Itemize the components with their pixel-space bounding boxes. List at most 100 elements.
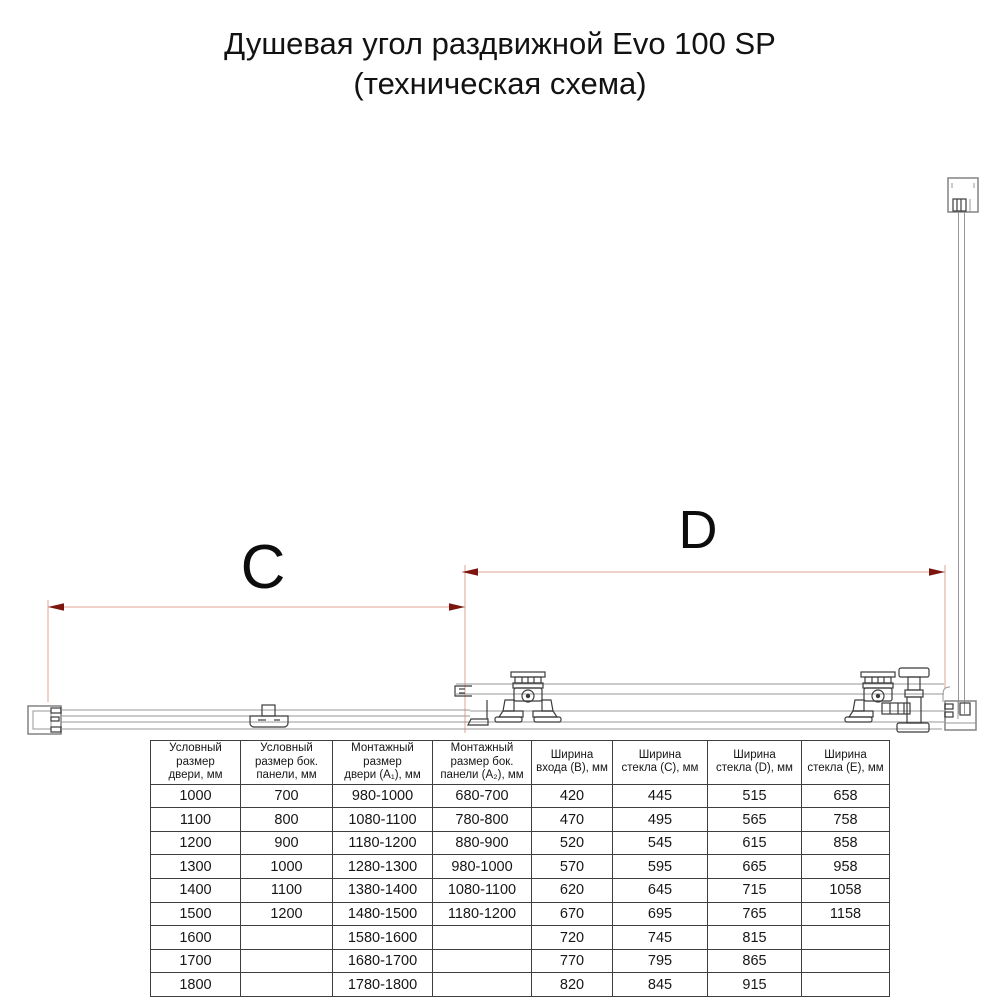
table-cell: 665	[707, 854, 802, 880]
dim-d-arrow-left	[462, 568, 478, 576]
table-cell: 1500	[150, 901, 241, 927]
table-cell: 1080-1100	[332, 807, 433, 832]
table-row: 1200 900 1180-1200 880-900 520 545 615 858	[150, 830, 890, 856]
table-cell: 1300	[150, 854, 241, 880]
table-cell: 745	[612, 925, 708, 950]
table-cell: 715	[707, 878, 802, 903]
table-body: 1000 700 980-1000 680-700 420 445 515 658 1100 80…	[150, 783, 890, 998]
table-cell: 545	[612, 830, 708, 856]
table-row: 1400 1100 1380-1400 1080-1100 620 645 715 1058	[150, 878, 890, 903]
table-cell: 980-1000	[332, 783, 433, 809]
column-header: Ширина стекла (C), мм	[612, 740, 708, 785]
table-cell	[432, 972, 532, 998]
column-header: Ширина стекла (D), мм	[707, 740, 802, 785]
column-header: Ширина стекла (E), мм	[801, 740, 890, 785]
table-cell: 980-1000	[432, 854, 532, 880]
door-track	[456, 683, 944, 695]
dim-d-arrow-right	[929, 568, 945, 576]
dimension-label-c: C	[240, 533, 286, 602]
column-header: Монтажный размер двери (А₁), мм	[332, 740, 433, 785]
table-cell: 1158	[801, 901, 890, 927]
table-cell: 495	[612, 807, 708, 832]
dim-c-arrow-left	[48, 603, 64, 611]
top-wall-profile	[947, 177, 979, 213]
table-cell: 700	[240, 783, 333, 809]
table-cell	[801, 972, 890, 998]
adjustable-support	[881, 667, 930, 733]
table-cell: 615	[707, 830, 802, 856]
left-wall-profile	[27, 705, 62, 735]
table-cell: 695	[612, 901, 708, 927]
table-cell: 1480-1500	[332, 901, 433, 927]
table-cell: 1580-1600	[332, 925, 433, 950]
panel-end-bracket	[467, 700, 489, 726]
table-cell: 680-700	[432, 783, 532, 809]
table-cell: 1600	[150, 925, 241, 950]
table-cell: 1700	[150, 948, 241, 974]
table-row: 1700 1680-1700 770 795 865	[150, 948, 890, 974]
table-cell	[240, 948, 333, 974]
table-cell: 645	[612, 878, 708, 903]
table-cell: 915	[707, 972, 802, 998]
column-header: Ширина входа (B), мм	[531, 740, 613, 785]
column-header: Условный размер двери, мм	[150, 740, 241, 785]
table-cell: 1100	[240, 878, 333, 903]
track-end-cap	[454, 685, 472, 697]
table-cell: 1058	[801, 878, 890, 903]
page-title-line2: (техническая схема)	[353, 66, 647, 101]
table-cell	[801, 925, 890, 950]
dimensions-table: Условный размер двери, мм Условный размер бо…	[150, 740, 890, 998]
vertical-glass-panel	[958, 212, 965, 714]
table-cell: 795	[612, 948, 708, 974]
table-cell: 420	[531, 783, 613, 809]
table-cell: 1200	[240, 901, 333, 927]
table-cell: 880-900	[432, 830, 532, 856]
table-cell	[801, 948, 890, 974]
column-header: Условный размер бок. панели, мм	[240, 740, 333, 785]
table-cell: 1680-1700	[332, 948, 433, 974]
table-cell: 1180-1200	[432, 901, 532, 927]
table-cell: 570	[531, 854, 613, 880]
table-cell: 900	[240, 830, 333, 856]
table-cell: 470	[531, 807, 613, 832]
table-cell: 958	[801, 854, 890, 880]
technical-drawing	[27, 177, 979, 735]
dimension-label-d: D	[678, 500, 718, 560]
table-cell: 1000	[240, 854, 333, 880]
table-cell: 815	[707, 925, 802, 950]
table-cell: 765	[707, 901, 802, 927]
page-title-line1: Душевая угол раздвижной Evo 100 SP	[224, 26, 776, 61]
table-row: 1800 1780-1800 820 845 915	[150, 972, 890, 998]
table-cell: 1280-1300	[332, 854, 433, 880]
dimension-lines	[47, 565, 946, 733]
table-cell: 865	[707, 948, 802, 974]
table-cell: 858	[801, 830, 890, 856]
page-title: Душевая угол раздвижной Evo 100 SP (техн…	[0, 24, 1000, 104]
table-cell: 520	[531, 830, 613, 856]
table-cell: 565	[707, 807, 802, 832]
table-cell: 758	[801, 807, 890, 832]
table-row: 1100 800 1080-1100 780-800 470 495 565 758	[150, 807, 890, 832]
roller-carriage-right	[844, 671, 896, 723]
table-cell: 845	[612, 972, 708, 998]
table-cell: 1200	[150, 830, 241, 856]
table-cell: 770	[531, 948, 613, 974]
table-cell: 1380-1400	[332, 878, 433, 903]
dim-c-arrow-right	[449, 603, 465, 611]
table-cell: 1100	[150, 807, 241, 832]
table-cell: 1400	[150, 878, 241, 903]
corner-profile	[942, 686, 977, 731]
table-cell: 445	[612, 783, 708, 809]
table-cell	[432, 948, 532, 974]
table-cell	[240, 925, 333, 950]
table-cell: 800	[240, 807, 333, 832]
table-cell: 820	[531, 972, 613, 998]
table-cell: 658	[801, 783, 890, 809]
table-cell: 1800	[150, 972, 241, 998]
glass-holder-bracket	[249, 704, 289, 728]
table-cell: 1780-1800	[332, 972, 433, 998]
table-cell: 620	[531, 878, 613, 903]
column-header: Монтажный размер бок. панели (А₂), мм	[432, 740, 532, 785]
table-cell	[240, 972, 333, 998]
table-cell: 780-800	[432, 807, 532, 832]
